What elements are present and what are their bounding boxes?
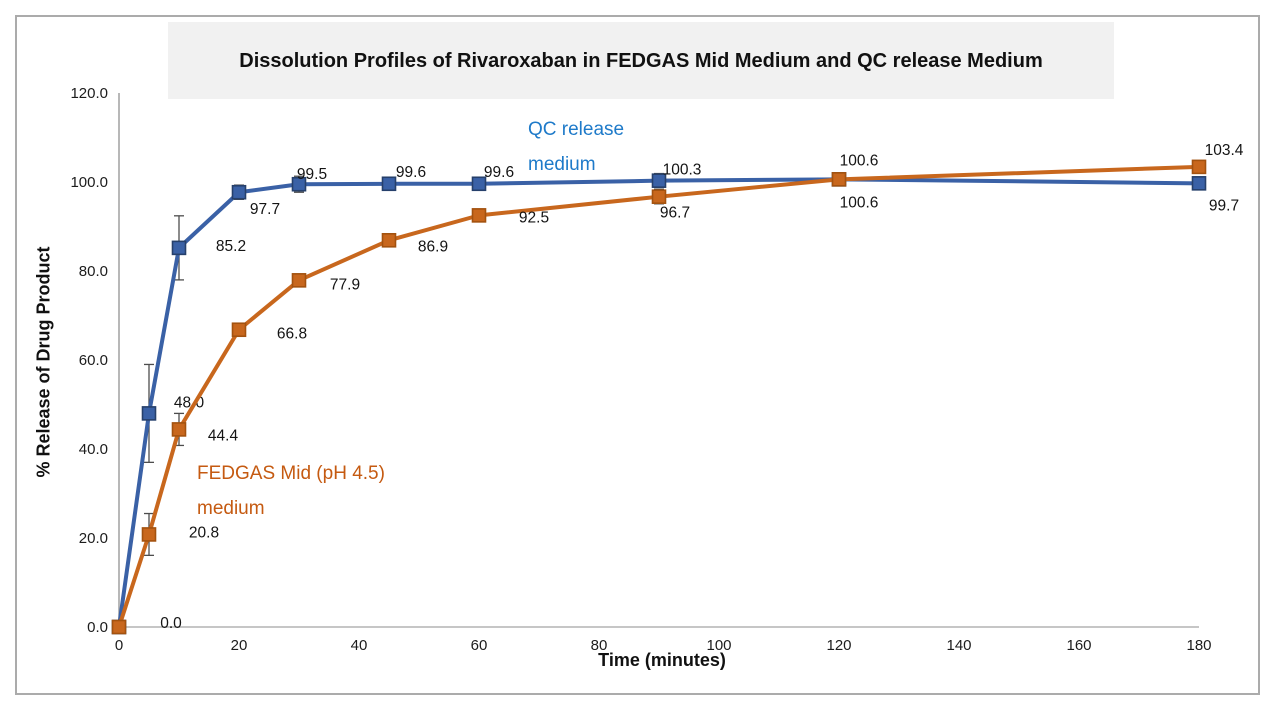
series-label-qc-release-line2: medium (528, 154, 596, 175)
series-label-fedgas: FEDGAS Mid (pH 4.5) medium (197, 456, 385, 526)
data-point-marker (471, 176, 487, 192)
data-point-marker (1191, 159, 1207, 175)
data-point-marker (231, 322, 247, 338)
x-tick-label: 120 (826, 637, 851, 654)
data-point-marker (171, 422, 187, 437)
series-line (117, 164, 1200, 628)
data-point-label: 99.6 (396, 164, 426, 181)
data-point-marker (1191, 176, 1207, 191)
data-point-label: 66.8 (277, 326, 307, 343)
x-tick-label: 0 (115, 637, 123, 654)
data-point-marker (471, 208, 487, 223)
data-point-label: 0.0 (160, 615, 182, 632)
data-point-label: 100.6 (840, 152, 879, 169)
series-label-fedgas-line1: FEDGAS Mid (pH 4.5) (197, 463, 385, 484)
data-point-label: 92.5 (519, 209, 549, 226)
data-point-label: 44.4 (208, 427, 239, 444)
y-tick-label: 40.0 (79, 441, 108, 458)
data-point-marker (651, 173, 667, 188)
y-axis-title: % Release of Drug Product (33, 246, 54, 478)
data-point-label: 85.2 (216, 238, 246, 255)
x-tick-label: 60 (471, 637, 488, 654)
chart-title: Dissolution Profiles of Rivaroxaban in F… (239, 49, 1043, 72)
data-point-label: 100.6 (840, 194, 879, 211)
y-tick-label: 80.0 (79, 263, 108, 280)
x-tick-label: 140 (946, 637, 971, 654)
data-point-label: 99.6 (484, 164, 514, 181)
data-point-label: 103.4 (1205, 142, 1244, 159)
data-point-label: 77.9 (330, 276, 360, 293)
data-point-label: 99.5 (297, 166, 327, 183)
series-label-qc-release-line1: QC release (528, 119, 625, 140)
data-point-marker (651, 189, 667, 204)
data-point-marker (381, 232, 397, 248)
data-point-label: 99.7 (1209, 197, 1239, 214)
data-point-marker (231, 184, 247, 200)
y-tick-label: 60.0 (79, 352, 108, 369)
x-tick-label: 180 (1186, 637, 1211, 654)
x-axis-title: Time (minutes) (598, 650, 726, 670)
y-tick-label: 120.0 (70, 85, 108, 102)
data-point-label: 20.8 (189, 524, 219, 541)
x-tick-label: 20 (231, 637, 248, 654)
data-point-marker (111, 619, 127, 635)
data-point-marker (291, 273, 307, 288)
data-point-label: 86.9 (418, 238, 448, 255)
x-tick-label: 100 (706, 637, 731, 654)
chart-title-band: Dissolution Profiles of Rivaroxaban in F… (168, 22, 1114, 99)
y-tick-label: 0.0 (87, 619, 108, 636)
data-point-marker (171, 240, 187, 256)
series-label-fedgas-line2: medium (197, 498, 265, 519)
y-tick-label: 100.0 (70, 174, 108, 191)
data-point-label: 96.7 (660, 205, 690, 222)
series-label-qc-release: QC release medium (528, 112, 624, 182)
y-tick-label: 20.0 (79, 530, 108, 547)
data-point-marker (381, 176, 397, 192)
data-point-label: 97.7 (250, 201, 280, 218)
data-point-marker (291, 176, 307, 192)
data-point-marker (141, 406, 157, 421)
x-tick-label: 160 (1066, 637, 1091, 654)
series-line (117, 177, 1200, 628)
data-point-label: 100.3 (663, 162, 702, 179)
data-point-marker (141, 527, 157, 542)
x-tick-label: 80 (591, 637, 608, 654)
data-point-marker (831, 172, 847, 187)
x-tick-label: 40 (351, 637, 368, 654)
